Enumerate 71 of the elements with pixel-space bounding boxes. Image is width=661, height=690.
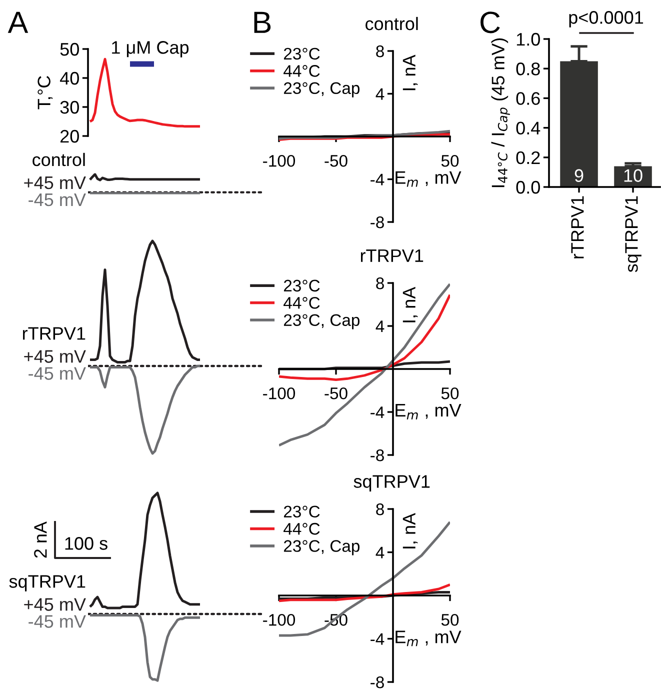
line-series bbox=[279, 583, 450, 602]
legend-label: 44°C bbox=[284, 522, 320, 535]
chart-title: control bbox=[32, 152, 85, 166]
line-series bbox=[88, 58, 202, 128]
annotation: 9 bbox=[574, 169, 584, 182]
y-tick-label: 30 bbox=[60, 100, 79, 114]
series-label: +45 mV bbox=[24, 598, 86, 611]
y-tick-label: 0.8 bbox=[516, 62, 540, 76]
series-label: +45 mV bbox=[24, 350, 86, 363]
x-tick-label: sqTRPV1 bbox=[625, 196, 642, 272]
text: 2 nA bbox=[34, 521, 47, 558]
y-tick-label: 8 bbox=[376, 45, 384, 58]
x-tick-label: 50 bbox=[441, 387, 459, 400]
y-axis-title: I, nA bbox=[402, 512, 418, 548]
legend-label: 44°C bbox=[284, 296, 320, 309]
x-tick-label: -100 bbox=[263, 387, 296, 400]
annotation: 100 s bbox=[65, 537, 108, 550]
chart-title: sqTRPV1 bbox=[354, 475, 430, 492]
y-tick-label: 1.0 bbox=[516, 32, 540, 46]
y-tick-label: -8 bbox=[370, 216, 384, 228]
text: p<0.0001 bbox=[569, 11, 644, 28]
annotation: 10 bbox=[624, 169, 642, 182]
chart-title: rTRPV1 bbox=[360, 249, 424, 262]
chart-title: control bbox=[366, 16, 418, 30]
x-tick-label: -100 bbox=[263, 614, 296, 626]
x-axis-title: E$_{m}$ , mV bbox=[396, 404, 462, 420]
y-tick-label: -4 bbox=[370, 633, 384, 645]
y-axis-title: I, nA bbox=[402, 54, 418, 90]
y-axis-title: T,°C bbox=[38, 76, 53, 110]
y-tick-label: 4 bbox=[376, 88, 384, 100]
y-tick-label: 20 bbox=[60, 130, 79, 143]
text: sqTRPV1 bbox=[9, 575, 86, 592]
legend-label: 23°C, Cap bbox=[284, 314, 360, 330]
series-label: -45 mV bbox=[28, 615, 86, 628]
y-tick-label: 8 bbox=[376, 503, 384, 516]
x-tick-label: -50 bbox=[324, 387, 348, 400]
y-tick-label: 0.2 bbox=[516, 151, 540, 164]
y-tick-label: -4 bbox=[370, 406, 384, 418]
y-tick-label: 8 bbox=[376, 277, 384, 290]
y-axis-title: I$_{44°C}$ / I$_{Cap}$ (45 mV) bbox=[491, 38, 510, 188]
y-tick-label: 4 bbox=[376, 320, 384, 332]
annotation: 1 μM Cap bbox=[112, 41, 189, 58]
y-tick-label: -4 bbox=[370, 174, 384, 186]
x-axis-title: E$_{m}$ , mV bbox=[396, 630, 462, 646]
y-axis-title: I, nA bbox=[402, 286, 418, 322]
text: rTRPV1 bbox=[22, 327, 86, 340]
x-tick-label: -100 bbox=[263, 154, 296, 167]
series-label: +45 mV bbox=[24, 176, 86, 190]
y-tick-label: 50 bbox=[60, 42, 79, 56]
legend-label: 23°C, Cap bbox=[284, 540, 360, 556]
y-tick-label: 0.6 bbox=[516, 92, 540, 105]
y-tick-label: -8 bbox=[370, 449, 384, 462]
text: A bbox=[8, 12, 28, 33]
legend-label: 23°C bbox=[284, 506, 320, 518]
series-label: -45 mV bbox=[28, 194, 86, 206]
y-tick-label: 0.0 bbox=[516, 180, 540, 194]
series-label: -45 mV bbox=[28, 367, 86, 380]
text: C bbox=[480, 12, 500, 34]
legend-label: 23°C, Cap bbox=[284, 82, 360, 98]
x-tick-label: -50 bbox=[324, 154, 348, 167]
text: B bbox=[254, 12, 271, 33]
legend-label: 23°C bbox=[284, 48, 320, 60]
legend-label: 23°C bbox=[284, 280, 320, 292]
y-tick-label: 40 bbox=[60, 72, 79, 85]
x-tick-label: 50 bbox=[441, 614, 459, 626]
y-tick-label: -8 bbox=[370, 676, 384, 688]
x-axis-title: E$_{m}$ , mV bbox=[396, 171, 462, 187]
x-tick-label: 50 bbox=[441, 154, 459, 167]
legend-label: 44°C bbox=[284, 65, 320, 77]
y-tick-label: 0.4 bbox=[516, 122, 540, 135]
y-tick-label: 4 bbox=[376, 546, 384, 558]
